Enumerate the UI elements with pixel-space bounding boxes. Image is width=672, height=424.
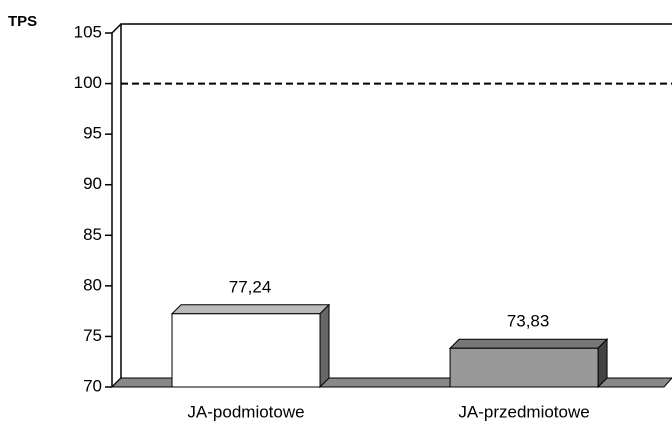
bar-side bbox=[319, 303, 330, 389]
y-tick-label: 85 bbox=[83, 225, 102, 244]
bar bbox=[449, 347, 599, 388]
y-axis-top bbox=[111, 23, 122, 34]
value-label: 73,83 bbox=[507, 312, 550, 331]
y-tick-label: 90 bbox=[83, 174, 102, 193]
y-tick-label: 100 bbox=[74, 73, 102, 92]
x-tick-label: JA-przedmiotowe bbox=[458, 402, 589, 421]
y-tick-label: 95 bbox=[83, 124, 102, 143]
bar-top bbox=[448, 338, 609, 349]
value-label: 77,24 bbox=[229, 277, 272, 296]
bar bbox=[171, 313, 321, 388]
y-tick-label: 70 bbox=[83, 376, 102, 395]
y-tick-label: 75 bbox=[83, 326, 102, 345]
bar-side bbox=[597, 338, 608, 389]
y-tick-label: 105 bbox=[74, 22, 102, 41]
bar-top bbox=[170, 304, 331, 315]
y-tick-label: 80 bbox=[83, 275, 102, 294]
x-tick-label: JA-podmiotowe bbox=[187, 402, 304, 421]
y-axis-label: TPS bbox=[8, 13, 37, 30]
